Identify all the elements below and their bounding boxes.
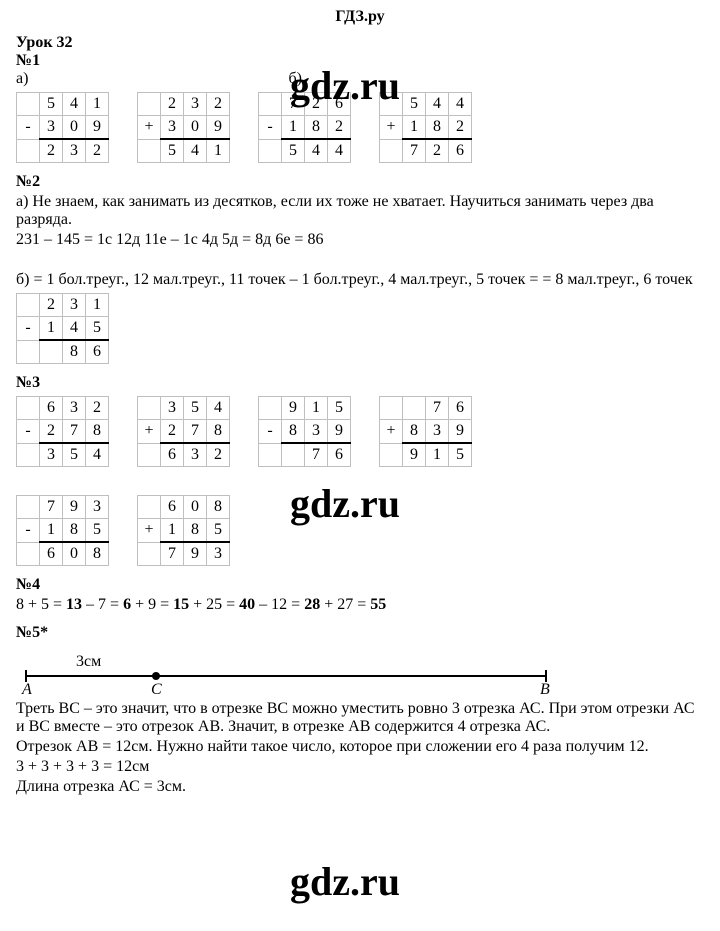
calc-table: 632-278354 <box>16 396 109 467</box>
calc-table: 232+309541 <box>137 92 230 163</box>
calc-table: 793-185608 <box>16 495 109 566</box>
svg-text:B: B <box>540 681 550 696</box>
calc-table: 915-83976 <box>258 396 351 467</box>
q5-num: №5* <box>16 624 704 642</box>
q4-chain: 8 + 5 = 13 – 7 = 6 + 9 = 15 + 25 = 40 – … <box>16 596 704 614</box>
segment-diagram: 3см A C B <box>16 646 556 696</box>
question-2: №2 а) Не знаем, как занимать из десятков… <box>16 173 704 364</box>
q1-num: №1 <box>16 52 704 70</box>
q1-label-b: б) <box>288 70 301 88</box>
q5-p4: Длина отрезка АС = 3см. <box>16 778 704 796</box>
q1-label-a: а) <box>16 70 28 88</box>
watermark: gdz.ru <box>290 858 400 905</box>
calc-table: 541-309232 <box>16 92 109 163</box>
q2-b-text: б) = 1 бол.треуг., 12 мал.треуг., 11 точ… <box>16 271 704 289</box>
svg-text:A: A <box>21 681 32 696</box>
svg-text:C: C <box>151 681 162 696</box>
page-header: ГДЗ.ру <box>16 8 704 26</box>
calc-table: 76+839915 <box>379 396 472 467</box>
q5-p1: Треть ВС – это значит, что в отрезке ВС … <box>16 700 704 736</box>
q2-a-eq: 231 – 145 = 1с 12д 11е – 1с 4д 5д = 8д 6… <box>16 231 704 249</box>
q5-p2: Отрезок АВ = 12см. Нужно найти такое чис… <box>16 738 704 756</box>
question-5: №5* 3см A C B Треть ВС – это значит, что… <box>16 624 704 796</box>
svg-text:3см: 3см <box>76 653 101 670</box>
calc-table: 354+278632 <box>137 396 230 467</box>
calc-table: 544+182726 <box>379 92 472 163</box>
q3-num: №3 <box>16 374 704 392</box>
q2-a-text: а) Не знаем, как занимать из десятков, е… <box>16 193 704 229</box>
q5-p3: 3 + 3 + 3 + 3 = 12см <box>16 758 704 776</box>
q2-num: №2 <box>16 173 704 191</box>
q4-num: №4 <box>16 576 704 594</box>
question-3: №3 632-278354 354+278632 915-83976 76+83991… <box>16 374 704 566</box>
question-4: №4 8 + 5 = 13 – 7 = 6 + 9 = 15 + 25 = 40… <box>16 576 704 614</box>
calc-table: 608+185793 <box>137 495 230 566</box>
calc-table: 726-182544 <box>258 92 351 163</box>
lesson-title: Урок 32 <box>16 34 704 52</box>
question-1: №1 а) б) 541-309232 232+309541 726-182544 5… <box>16 52 704 163</box>
calc-table: 231-14586 <box>16 293 109 364</box>
